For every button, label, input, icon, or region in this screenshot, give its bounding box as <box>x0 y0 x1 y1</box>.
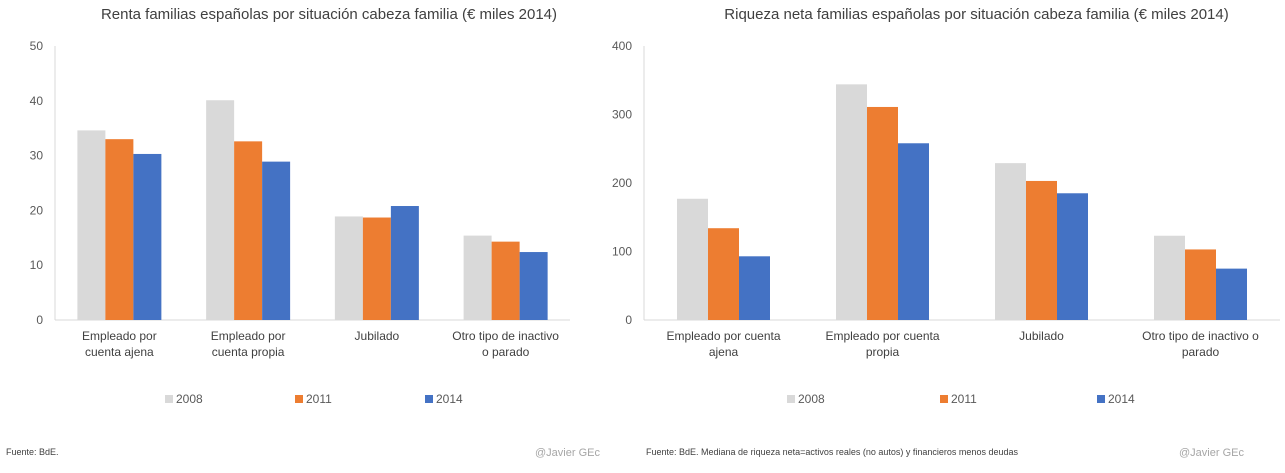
bar-2014 <box>519 252 548 320</box>
legend-label-2008: 2008 <box>176 392 203 406</box>
y-tick-label: 10 <box>30 258 44 272</box>
bar-2014 <box>262 161 291 320</box>
bar-2014 <box>739 256 770 320</box>
legend-swatch-2014 <box>1097 395 1105 403</box>
y-tick-label: 20 <box>30 203 44 217</box>
x-category-label: o parado <box>482 345 530 359</box>
bar-2014 <box>390 206 419 320</box>
y-tick-label: 0 <box>625 313 632 327</box>
bar-2014 <box>898 143 929 320</box>
bar-2011 <box>491 241 520 320</box>
legend-swatch-2011 <box>295 395 303 403</box>
legend-label-2014: 2014 <box>436 392 463 406</box>
legend-swatch-2011 <box>940 395 948 403</box>
bar-2008 <box>463 235 492 320</box>
x-category-label: parado <box>1182 345 1220 359</box>
y-tick-label: 100 <box>612 245 632 259</box>
y-tick-label: 30 <box>30 149 44 163</box>
bar-2008 <box>836 84 867 320</box>
bar-2014 <box>133 153 162 320</box>
source-note: Fuente: BdE. Mediana de riqueza neta=act… <box>646 447 1018 457</box>
y-tick-label: 200 <box>612 176 632 190</box>
bar-2008 <box>334 216 363 320</box>
bar-2011 <box>1026 180 1057 320</box>
legend-label-2011: 2011 <box>306 392 332 406</box>
chart-plot-riqueza: 0 100 200 300 400 Empleado por cuenta ajena Emp… <box>612 39 1280 406</box>
legend-swatch-2014 <box>425 395 433 403</box>
y-tick-label: 300 <box>612 108 632 122</box>
y-tick-label: 40 <box>30 94 44 108</box>
bar-2014 <box>1216 268 1247 320</box>
bar-2011 <box>708 228 739 320</box>
bar-2008 <box>1154 235 1185 320</box>
watermark: @Javier GEc <box>1179 447 1244 459</box>
source-note: Fuente: BdE. <box>6 447 59 457</box>
chart-panel-renta: Renta familias españolas por situación c… <box>0 0 640 473</box>
legend-label-2014: 2014 <box>1108 392 1135 406</box>
legend-label-2011: 2011 <box>951 392 977 406</box>
bar-2011 <box>867 106 898 320</box>
y-tick-label: 0 <box>36 313 43 327</box>
bar-2011 <box>234 141 263 320</box>
watermark: @Javier GEc <box>535 447 600 459</box>
chart-title: Renta familias españolas por situación c… <box>100 6 558 23</box>
bar-2008 <box>206 100 235 320</box>
legend-swatch-2008 <box>165 395 173 403</box>
chart-title: Riqueza neta familias españolas por situ… <box>724 6 1229 23</box>
bar-2008 <box>995 163 1026 320</box>
bar-2014 <box>1057 193 1088 320</box>
y-tick-label: 400 <box>612 39 632 53</box>
bar-2011 <box>1185 249 1216 320</box>
x-category-label: Otro tipo de inactivo <box>452 329 559 343</box>
bar-2008 <box>77 130 106 320</box>
bar-2008 <box>677 198 708 320</box>
legend-label-2008: 2008 <box>798 392 825 406</box>
bar-2011 <box>105 139 134 320</box>
y-tick-label: 50 <box>30 39 44 53</box>
x-category-label: Otro tipo de inactivo o <box>1142 329 1259 343</box>
x-category-label: ajena <box>709 345 739 359</box>
x-category-label: cuenta propia <box>212 345 285 359</box>
x-category-label: cuenta ajena <box>85 345 154 359</box>
chart-plot-renta: 0 10 20 30 40 50 Empleado por cuenta ajena Emple… <box>30 39 570 406</box>
x-category-label: Empleado por cuenta <box>825 329 939 343</box>
legend-swatch-2008 <box>787 395 795 403</box>
x-category-label: Jubilado <box>355 329 400 343</box>
bar-2011 <box>362 217 391 320</box>
x-category-label: Jubilado <box>1019 329 1064 343</box>
x-category-label: propia <box>866 345 900 359</box>
x-category-label: Empleado por cuenta <box>666 329 780 343</box>
x-category-label: Empleado por <box>82 329 157 343</box>
x-category-label: Empleado por <box>211 329 286 343</box>
chart-panel-riqueza: Riqueza neta familias españolas por situ… <box>612 0 1285 473</box>
